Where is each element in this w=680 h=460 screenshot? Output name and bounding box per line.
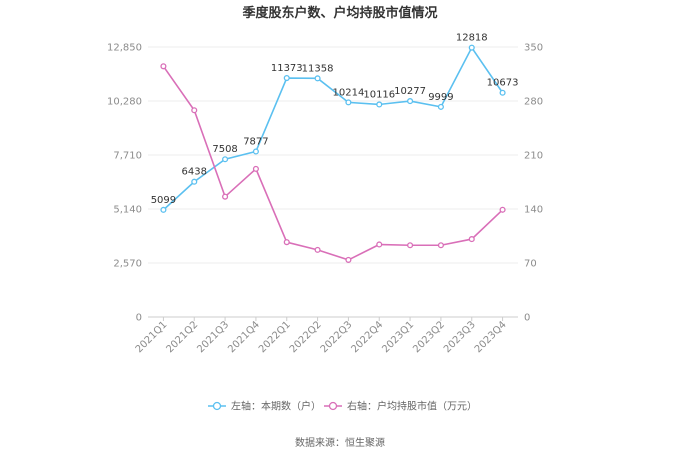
left-tick-label: 2,570 — [113, 259, 142, 270]
data-point — [222, 156, 229, 163]
legend-marker — [212, 401, 222, 411]
x-tick-label: 2023Q1 — [380, 319, 416, 355]
data-point — [376, 241, 383, 248]
x-tick-label: 2021Q4 — [226, 319, 262, 355]
data-label: 11373 — [271, 63, 303, 74]
left-tick-label: 12,850 — [107, 43, 142, 54]
right-tick-label: 210 — [524, 151, 543, 162]
data-point — [468, 236, 475, 243]
x-tick-label: 2021Q2 — [165, 319, 201, 355]
data-point — [314, 246, 321, 253]
chart-title: 季度股东户数、户均持股市值情况 — [241, 5, 437, 21]
x-tick-label: 2022Q3 — [319, 319, 355, 355]
legend-label: 右轴：户均持股市值（万元） — [347, 400, 477, 413]
data-point — [191, 178, 198, 185]
data-label: 5099 — [151, 195, 176, 206]
data-point — [437, 103, 444, 110]
right-tick-label: 0 — [524, 313, 530, 324]
x-tick-label: 2021Q1 — [134, 319, 170, 355]
data-label: 10116 — [363, 89, 395, 100]
data-point — [407, 242, 414, 249]
data-label: 10214 — [333, 87, 365, 98]
data-point — [160, 63, 167, 70]
left-tick-label: 0 — [136, 313, 142, 324]
x-tick-label: 2023Q2 — [411, 319, 447, 355]
left-tick-label: 10,280 — [107, 97, 142, 108]
data-label: 9999 — [428, 92, 453, 103]
data-point — [222, 193, 229, 200]
data-point — [252, 165, 259, 172]
right-tick-label: 70 — [524, 259, 537, 270]
data-point — [252, 148, 259, 155]
legend-label: 左轴：本期数（户） — [231, 400, 321, 413]
x-axis: 2021Q12021Q22021Q32021Q42022Q12022Q22022… — [134, 317, 509, 355]
right-tick-label: 140 — [524, 205, 543, 216]
data-point — [407, 98, 414, 105]
x-tick-label: 2023Q4 — [473, 319, 509, 355]
right-axis: 0 70 140 210 280 350 — [524, 43, 543, 324]
left-tick-label: 5,140 — [113, 205, 142, 216]
series-layer: 5099 6438 7508 7877 11373 11358 10214 10116 1027… — [151, 33, 519, 263]
data-point — [499, 89, 506, 96]
right-tick-label: 280 — [524, 97, 543, 108]
data-point — [437, 242, 444, 249]
data-label: 11358 — [302, 63, 334, 74]
legend-marker — [328, 401, 338, 411]
x-tick-label: 2021Q3 — [195, 319, 231, 355]
data-label: 10277 — [394, 86, 426, 97]
data-point — [283, 239, 290, 246]
x-tick-label: 2022Q2 — [288, 319, 324, 355]
data-label: 6438 — [182, 167, 207, 178]
x-tick-label: 2022Q4 — [350, 319, 386, 355]
data-point — [376, 101, 383, 108]
x-tick-label: 2023Q3 — [442, 319, 478, 355]
data-point — [160, 206, 167, 213]
x-tick-label: 2022Q1 — [257, 319, 293, 355]
series-line — [162, 65, 504, 261]
data-point — [468, 44, 475, 51]
data-point — [345, 256, 352, 263]
data-point — [345, 99, 352, 106]
data-point — [499, 206, 506, 213]
data-label: 7508 — [212, 144, 237, 155]
data-point — [283, 74, 290, 82]
source-note: 数据来源：恒生聚源 — [295, 436, 385, 449]
left-axis: 0 2,570 5,140 7,710 10,280 12,850 — [107, 43, 142, 324]
legend: 左轴：本期数（户） 右轴：户均持股市值（万元） — [208, 400, 477, 413]
data-label: 12818 — [456, 33, 488, 44]
data-label: 7877 — [243, 136, 268, 147]
left-tick-label: 7,710 — [113, 151, 142, 162]
right-tick-label: 350 — [524, 43, 543, 54]
series-line — [162, 46, 504, 211]
data-point — [191, 107, 198, 114]
data-point — [314, 75, 321, 82]
data-label: 10673 — [487, 78, 519, 89]
